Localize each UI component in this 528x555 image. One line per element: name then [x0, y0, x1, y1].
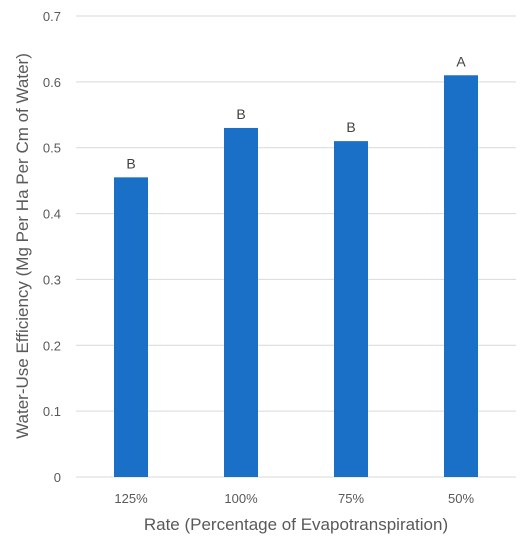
y-tick-label: 0.1 [43, 404, 61, 419]
x-tick-label-4: 50% [448, 491, 474, 506]
y-tick-label: 0.6 [43, 75, 61, 90]
bar-1 [114, 177, 148, 477]
x-tick-label-3: 75% [338, 491, 364, 506]
bars [114, 75, 478, 478]
bar-3 [334, 141, 368, 477]
y-axis-title: Water-Use Efficiency (Mg Per Ha Per Cm o… [13, 53, 32, 439]
bar-2 [224, 127, 258, 477]
data-label-1: B [126, 155, 135, 171]
bar-4 [444, 75, 478, 478]
data-labels: B B B A [126, 53, 466, 171]
data-label-3: B [346, 119, 355, 135]
y-tick-label: 0.7 [43, 9, 61, 24]
y-tick-labels: 0 0.1 0.2 0.3 0.4 0.5 0.6 0.7 [43, 9, 61, 485]
y-tick-label: 0.4 [43, 207, 61, 222]
x-axis-title: Rate (Percentage of Evapotranspiration) [144, 515, 448, 534]
x-tick-labels: 125% 100% 75% 50% [114, 491, 474, 506]
x-tick-label-2: 100% [224, 491, 258, 506]
y-tick-label: 0.5 [43, 141, 61, 156]
data-label-4: A [456, 53, 466, 69]
gridlines [76, 15, 516, 478]
x-tick-label-1: 125% [114, 491, 148, 506]
y-tick-label: 0.2 [43, 338, 61, 353]
y-tick-label: 0.3 [43, 272, 61, 287]
data-label-2: B [236, 106, 245, 122]
y-tick-label: 0 [54, 470, 61, 485]
